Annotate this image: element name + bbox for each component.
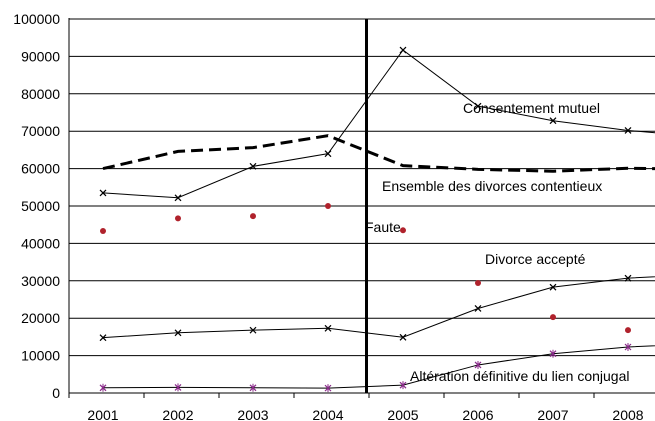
x-tick-label: 2007 xyxy=(537,407,568,421)
data-point-x xyxy=(324,150,332,158)
data-point-dot xyxy=(325,203,331,209)
series-line xyxy=(102,276,655,339)
series-labels: Consentement mutuel Ensemble des divorce… xyxy=(365,100,629,384)
series-1 xyxy=(102,134,655,173)
label-ensemble-contentieux: Ensemble des divorces contentieux xyxy=(382,178,602,194)
x-tick-label: 2002 xyxy=(162,407,193,421)
y-tick-label: 20000 xyxy=(21,310,60,326)
x-tick-label: 2006 xyxy=(462,407,493,421)
data-point-x xyxy=(99,189,107,197)
series-layer xyxy=(99,46,655,393)
data-point-dot xyxy=(400,227,406,234)
marker-stroke xyxy=(474,102,482,110)
data-point-x xyxy=(174,329,182,337)
y-tick-label: 70000 xyxy=(21,123,60,139)
y-tick-label: 10000 xyxy=(21,348,60,364)
data-point-x xyxy=(249,326,257,334)
y-tick-label: 60000 xyxy=(21,161,60,177)
data-point-x xyxy=(624,274,632,282)
y-tick-label: 80000 xyxy=(21,86,60,102)
marker-stroke xyxy=(99,189,107,197)
data-point-dot xyxy=(625,327,631,334)
data-point-x xyxy=(99,334,107,342)
x-tick-label: 2003 xyxy=(237,407,268,421)
label-consentement-mutuel: Consentement mutuel xyxy=(463,100,600,116)
y-tick-label: 40000 xyxy=(21,235,60,251)
marker-stroke xyxy=(549,117,557,125)
marker-stroke xyxy=(399,46,407,54)
y-tick-label: 90000 xyxy=(21,48,60,64)
marker-stroke xyxy=(324,150,332,158)
data-point-dot xyxy=(175,215,181,222)
marker-stroke xyxy=(399,333,407,341)
data-point-x xyxy=(249,162,257,170)
marker-stroke xyxy=(324,324,332,332)
label-alteration: Altération définitive du lien conjugal xyxy=(410,368,629,384)
marker-stroke xyxy=(624,127,632,134)
data-point-x xyxy=(474,305,482,312)
data-point-dot xyxy=(475,280,481,287)
data-point-x xyxy=(399,46,407,54)
y-tick-label: 100000 xyxy=(13,11,60,27)
gridlines xyxy=(69,18,655,357)
y-tick-label: 30000 xyxy=(21,273,60,289)
data-point-x xyxy=(549,117,557,125)
marker-stroke xyxy=(624,274,632,282)
data-point-dot xyxy=(100,228,106,235)
series-3 xyxy=(99,274,655,342)
series-2 xyxy=(100,203,631,334)
data-point-x xyxy=(324,324,332,332)
x-tick-label: 2008 xyxy=(612,407,643,421)
data-point-x xyxy=(549,283,557,291)
label-divorce-accepte: Divorce accepté xyxy=(485,251,586,267)
x-tick-label: 2001 xyxy=(87,407,118,421)
data-point-x xyxy=(174,194,182,202)
series-line-dashed xyxy=(102,134,655,173)
marker-stroke xyxy=(549,283,557,291)
data-point-x xyxy=(624,127,632,134)
y-tick-label: 0 xyxy=(52,385,60,401)
axes xyxy=(68,18,655,398)
series-line xyxy=(102,49,655,199)
marker-stroke xyxy=(174,194,182,202)
marker-stroke xyxy=(249,326,257,334)
marker-stroke xyxy=(249,162,257,170)
data-point-dot xyxy=(250,213,256,220)
y-tick-label: 50000 xyxy=(21,198,60,214)
data-point-x xyxy=(399,333,407,341)
x-tick-label: 2005 xyxy=(387,407,418,421)
data-point-dot xyxy=(550,314,556,321)
x-axis-ticks: 2001200220032004200520062007200820092010 xyxy=(87,407,643,421)
marker-stroke xyxy=(474,305,482,312)
marker-stroke xyxy=(174,329,182,337)
series-0 xyxy=(99,46,655,202)
y-axis-ticks: 0 10000 20000 30000 40000 50000 60000 70000 8000… xyxy=(13,11,60,401)
data-point-x xyxy=(474,102,482,110)
x-tick-label: 2004 xyxy=(312,407,343,421)
series-4 xyxy=(99,342,655,393)
series-line xyxy=(102,345,655,389)
marker-stroke xyxy=(99,334,107,342)
label-faute: Faute xyxy=(365,219,401,235)
